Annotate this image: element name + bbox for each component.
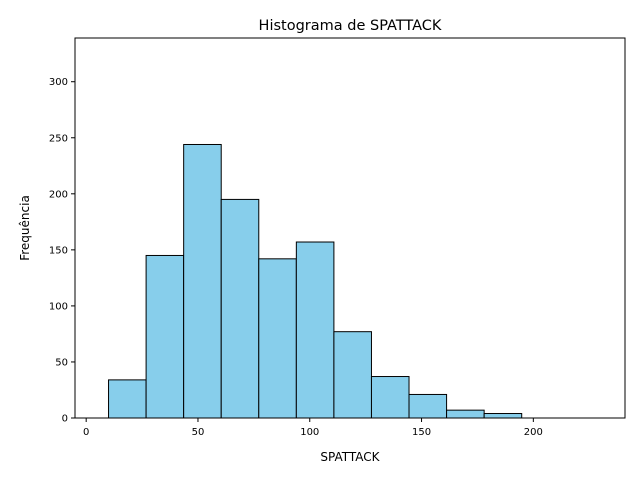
histogram-bar-6 xyxy=(333,331,372,419)
x-axis-label: SPATTACK xyxy=(320,450,380,464)
histogram-bar-0 xyxy=(108,379,147,419)
bars-group xyxy=(108,143,523,419)
plot-frame xyxy=(74,37,626,419)
histogram-bar-10 xyxy=(483,413,523,419)
x-axis-ticks: 0 50 100 150 200 xyxy=(83,418,543,438)
histogram-bar-9 xyxy=(446,409,485,419)
x-tick-label: 0 xyxy=(83,427,89,438)
histogram-bar-2 xyxy=(183,143,222,419)
histogram-bar-7 xyxy=(370,376,410,419)
histogram-bar-3 xyxy=(220,198,260,419)
y-tick-label: 250 xyxy=(49,133,68,144)
histogram-bar-5 xyxy=(295,241,335,419)
y-tick-label: 50 xyxy=(55,357,68,368)
y-tick-label: 200 xyxy=(49,189,68,200)
x-tick-label: 50 xyxy=(192,427,205,438)
x-tick-label: 100 xyxy=(300,427,319,438)
x-tick-label: 200 xyxy=(524,427,543,438)
y-axis-label: Frequência xyxy=(18,195,32,261)
histogram-bar-4 xyxy=(258,258,297,419)
y-tick-label: 100 xyxy=(49,301,68,312)
y-tick-label: 300 xyxy=(49,77,68,88)
histogram-bar-8 xyxy=(408,393,448,419)
y-tick-label: 0 xyxy=(62,414,68,425)
y-tick-label: 150 xyxy=(49,245,68,256)
x-tick-label: 150 xyxy=(412,427,431,438)
chart-title: Histograma de SPATTACK xyxy=(259,18,442,34)
histogram-bar-1 xyxy=(145,254,185,419)
y-axis-ticks: 0 50 100 150 200 250 300 xyxy=(49,77,75,425)
